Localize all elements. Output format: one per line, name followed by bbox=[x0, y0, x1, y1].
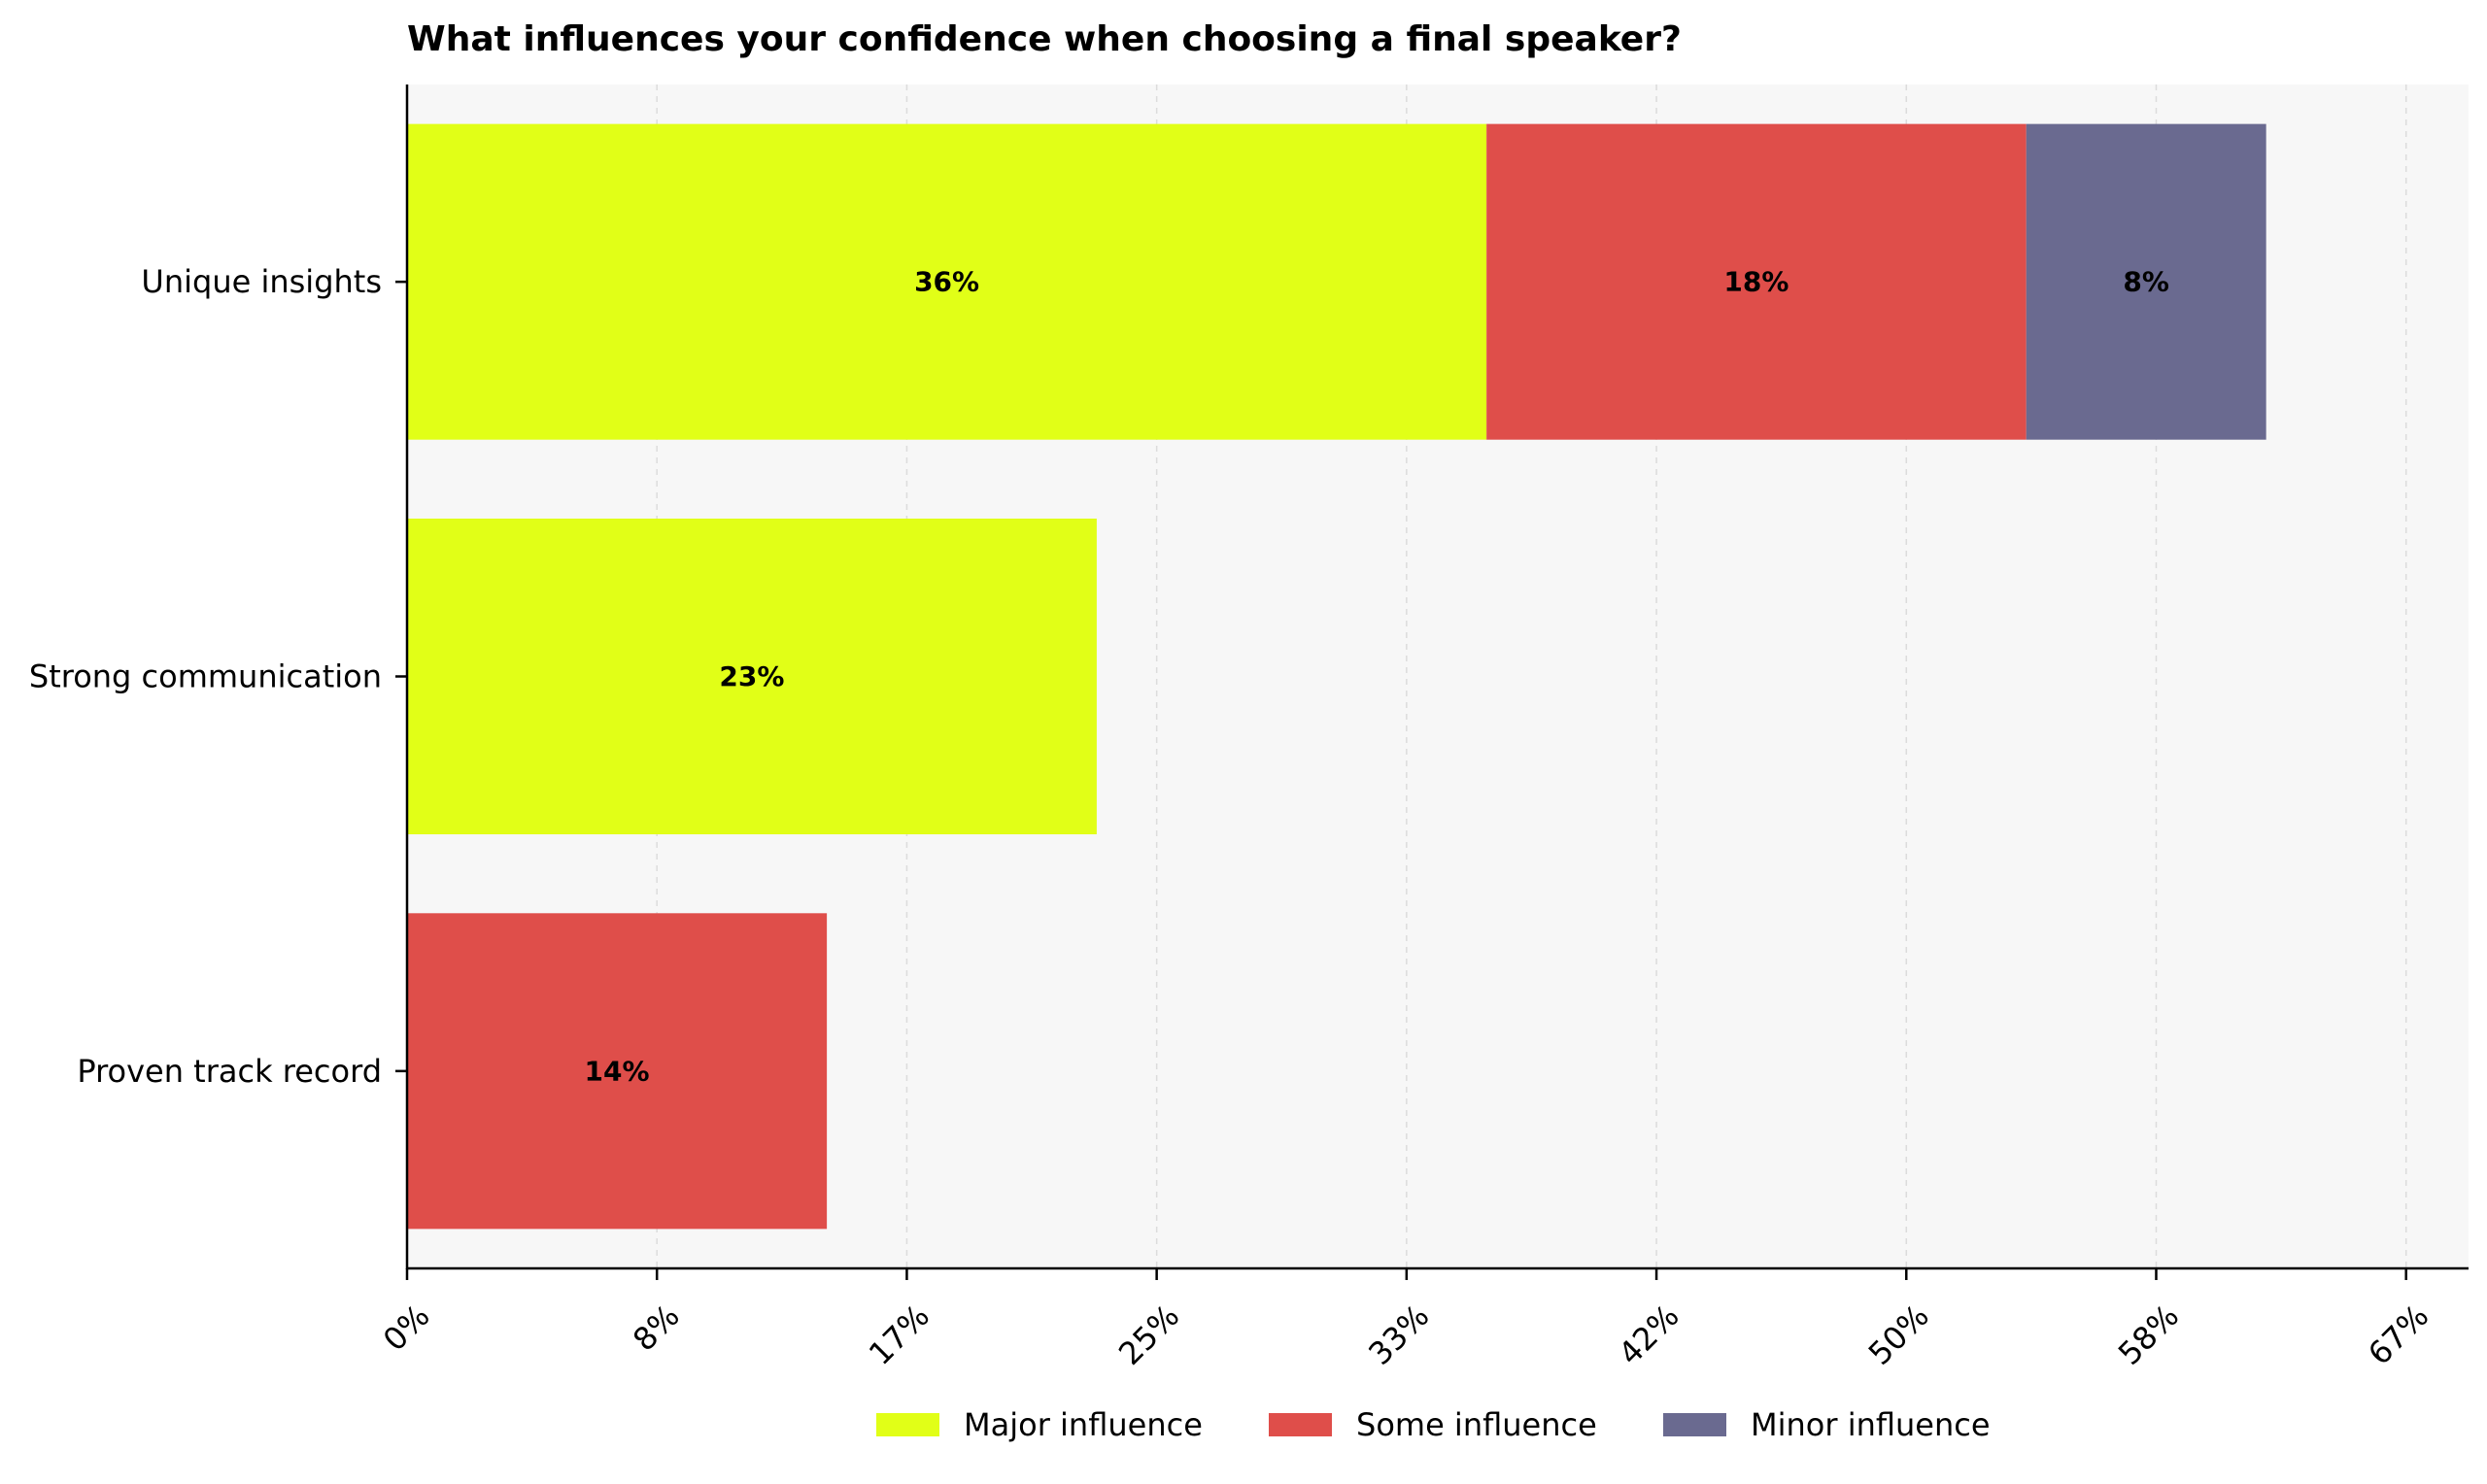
legend-swatch-major-influence bbox=[876, 1413, 939, 1436]
bar-unique-insights-some-influence bbox=[1486, 123, 2027, 440]
y-tick-label: Proven track record bbox=[77, 1053, 382, 1090]
x-tick-label: 50% bbox=[1861, 1298, 1936, 1372]
x-tick-label: 42% bbox=[1612, 1298, 1686, 1372]
bar-unique-insights-minor-influence bbox=[2026, 123, 2266, 440]
bar-proven-track-record-some-influence bbox=[407, 913, 828, 1230]
bar-strong-communication-major-influence bbox=[407, 518, 1097, 835]
bar-value-label: 8% bbox=[2123, 266, 2169, 298]
legend: Major influence Some influence Minor influ… bbox=[876, 1406, 1991, 1443]
bar-value-label: 18% bbox=[1723, 266, 1789, 298]
legend-label-major-influence: Major influence bbox=[964, 1406, 1203, 1443]
x-tick-label: 33% bbox=[1361, 1298, 1436, 1372]
bars-group: 36% 18% 8% 23% 14% bbox=[407, 123, 2266, 1230]
legend-label-some-influence: Some influence bbox=[1356, 1406, 1597, 1443]
legend-swatch-some-influence bbox=[1269, 1413, 1332, 1436]
y-tick-label: Unique insights bbox=[141, 263, 382, 300]
bar-value-label: 36% bbox=[914, 266, 979, 298]
x-tick-label: 0% bbox=[376, 1298, 437, 1359]
chart-title: What influences your confidence when cho… bbox=[407, 19, 1682, 59]
legend-swatch-minor-influence bbox=[1663, 1413, 1726, 1436]
x-tick-label: 67% bbox=[2361, 1298, 2436, 1372]
x-tick-label: 25% bbox=[1111, 1298, 1186, 1372]
bar-value-label: 23% bbox=[719, 660, 784, 692]
y-tick-label: Strong communication bbox=[29, 658, 382, 695]
bar-value-label: 14% bbox=[585, 1055, 650, 1087]
legend-label-minor-influence: Minor influence bbox=[1751, 1406, 1991, 1443]
x-tick-label: 58% bbox=[2111, 1298, 2186, 1372]
x-tick-label: 17% bbox=[862, 1298, 937, 1372]
x-tick-label: 8% bbox=[626, 1298, 687, 1359]
bar-unique-insights-major-influence bbox=[407, 123, 1487, 440]
